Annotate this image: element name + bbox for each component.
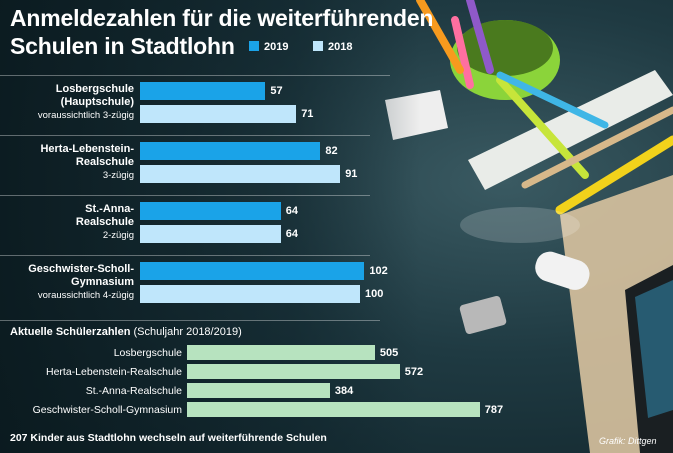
bar-2019 — [140, 82, 266, 100]
value-label-2018: 91 — [345, 168, 358, 180]
school-name-line2: Gymnasium — [71, 276, 134, 288]
student-school-label: Herta-Lebenstein-Realschule — [46, 366, 182, 378]
student-value-label: 572 — [404, 366, 424, 378]
value-label-2019: 64 — [285, 205, 299, 217]
school-streams-note: voraussichtlich 4-zügig — [37, 290, 134, 301]
students-subtitle: (Schuljahr 2018/2019) — [133, 326, 242, 338]
legend-label-2018: 2018 — [328, 41, 353, 53]
sharpener — [459, 295, 507, 335]
student-bar — [187, 383, 330, 398]
school-name-line1: Losbergschule — [55, 83, 134, 95]
value-label-2019: 82 — [325, 145, 338, 157]
student-school-label: St.-Anna-Realschule — [85, 385, 182, 397]
bar-2018 — [140, 285, 360, 303]
footer-text: 207 Kinder aus Stadtlohn wechseln auf we… — [10, 432, 327, 444]
chart-title-line1: Anmeldezahlen für die weiterführenden — [10, 5, 434, 31]
ruler — [468, 70, 673, 190]
school-name-line2: Realschule — [75, 216, 134, 228]
school-name-line1: Herta-Lebenstein- — [40, 143, 134, 155]
student-value-label: 787 — [484, 404, 504, 416]
pencil-natural — [521, 106, 673, 189]
pencil-blue — [496, 71, 609, 129]
group-divider — [0, 255, 370, 256]
school-name-line1: Geschwister-Scholl- — [28, 263, 134, 275]
school-streams-note: 2-zügig — [102, 230, 134, 241]
legend-swatch-2019 — [249, 41, 259, 51]
student-bar — [187, 402, 480, 417]
students-heading: Aktuelle Schülerzahlen (Schuljahr 2018/2… — [10, 324, 242, 340]
bar-2018 — [140, 105, 297, 123]
pencil-purple — [466, 0, 494, 74]
group-divider — [0, 195, 370, 196]
chart-title-line2: Schulen in Stadtlohn — [10, 33, 235, 59]
group-divider — [0, 135, 370, 136]
group-divider — [0, 75, 390, 76]
school-streams-note: voraussichtlich 3-zügig — [37, 110, 134, 121]
student-school-label: Geschwister-Scholl-Gymnasium — [32, 404, 182, 416]
school-name-line2: Realschule — [75, 156, 134, 168]
bar-2018 — [140, 165, 341, 183]
chalk-smudge — [460, 207, 580, 243]
pencil-yellow — [555, 135, 673, 215]
legend-label-2019: 2019 — [264, 41, 289, 53]
legend-2018: 2018 — [313, 41, 352, 53]
student-bar — [187, 364, 400, 379]
student-value-label: 505 — [379, 347, 399, 359]
section-divider — [0, 320, 380, 321]
bar-2019 — [140, 262, 365, 280]
legend-swatch-2018 — [313, 41, 323, 51]
chalk — [535, 251, 590, 290]
school-name-line2: (Hauptschule) — [60, 96, 134, 108]
value-label-2018: 64 — [285, 228, 299, 240]
legend-2019: 2019 — [249, 41, 288, 53]
value-label-2019: 57 — [270, 85, 283, 97]
value-label-2018: 100 — [365, 288, 384, 300]
student-school-label: Losbergschule — [113, 347, 182, 359]
bar-2019 — [140, 142, 321, 160]
school-name-line1: St.-Anna- — [85, 203, 134, 215]
value-label-2019: 102 — [369, 265, 388, 277]
value-label-2018: 71 — [301, 108, 314, 120]
pencil-pink — [451, 16, 474, 89]
school-streams-note: 3-zügig — [102, 170, 134, 181]
bar-2019 — [140, 202, 281, 220]
bar-2018 — [140, 225, 281, 243]
pencil-orange — [416, 0, 464, 74]
student-bar — [187, 345, 375, 360]
student-value-label: 384 — [334, 385, 354, 397]
source-credit: Grafik: Dittgen — [599, 436, 657, 446]
students-title: Aktuelle Schülerzahlen — [10, 326, 131, 338]
